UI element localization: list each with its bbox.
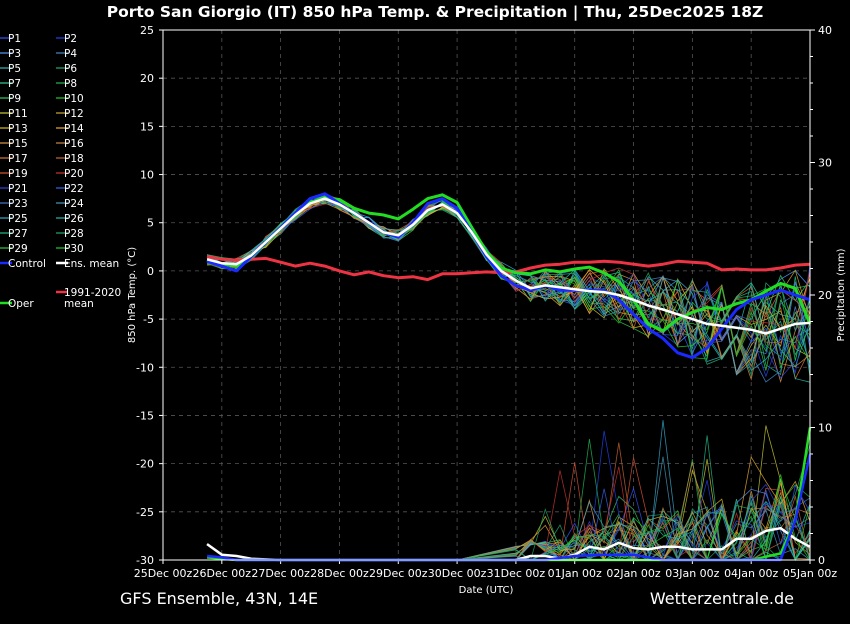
- y-tick-label: -30: [136, 554, 154, 567]
- y-axis-precipitation: 40 30 20 10 0: [810, 24, 832, 567]
- x-axis-label: Date (UTC): [459, 585, 514, 596]
- legend-label: P27: [8, 228, 28, 240]
- temperature-line: [206, 255, 811, 282]
- ensemble-member-lines: [206, 192, 811, 562]
- legend-label: P4: [64, 48, 77, 60]
- legend-label: P28: [64, 228, 84, 240]
- x-tick-label: 03Jan 00z: [665, 567, 719, 580]
- legend-label: P22: [64, 183, 84, 195]
- x-tick-label: 04Jan 00z: [724, 567, 778, 580]
- legend-label: Ens. mean: [64, 258, 119, 270]
- legend-label: P8: [64, 78, 77, 90]
- y-tick-label: -10: [136, 361, 154, 374]
- legend-label: P24: [64, 198, 84, 210]
- legend-label: P6: [64, 63, 77, 75]
- x-tick-label: 30Dec 00z: [428, 567, 487, 580]
- legend-label: mean: [64, 298, 94, 310]
- legend-label: P13: [8, 123, 28, 135]
- legend-label: P18: [64, 153, 84, 165]
- legend: P1 P3 P5 P7 P9 P11 P13 P15 P17 P19 P21 P23 P25 P27 P29…: [0, 33, 121, 310]
- y-tick-label: 20: [140, 72, 154, 85]
- y-tick-label: 15: [140, 120, 154, 133]
- source-credit: Wetterzentrale.de: [649, 589, 794, 608]
- x-tick-label: 02Jan 00z: [606, 567, 660, 580]
- x-tick-label: 26Dec 00z: [193, 567, 252, 580]
- member-line: [207, 198, 811, 372]
- y-tick-label: -15: [136, 409, 154, 422]
- member-line: [206, 195, 811, 371]
- legend-label: P15: [8, 138, 28, 150]
- y-tick-label: -20: [136, 458, 154, 471]
- member-line: [206, 192, 811, 375]
- x-axis: 25Dec 00z 26Dec 00z 27Dec 00z 28Dec 00z 29De…: [134, 560, 837, 580]
- y-axis-label: 850 hPa Temp. (°C): [127, 247, 138, 343]
- chart-title: Porto San Giorgio (IT) 850 hPa Temp. & P…: [107, 3, 763, 22]
- x-tick-label: 29Dec 00z: [369, 567, 428, 580]
- y2-tick-label: 40: [818, 24, 832, 37]
- legend-label: P11: [8, 108, 28, 120]
- legend-label: P20: [64, 168, 84, 180]
- y-axis-temperature: 25 20 15 10 5 0 -5 -10 -15 -20 -25 -30: [136, 24, 163, 567]
- y2-tick-label: 20: [818, 289, 832, 302]
- legend-label: P7: [8, 78, 21, 90]
- member-precip-line: [206, 435, 811, 562]
- legend-label: P21: [8, 183, 28, 195]
- member-line: [207, 203, 811, 365]
- legend-label: 1991-2020: [64, 287, 121, 299]
- x-tick-label: 01Jan 00z: [548, 567, 602, 580]
- model-info: GFS Ensemble, 43N, 14E: [120, 589, 319, 608]
- legend-label: P29: [8, 243, 28, 255]
- legend-label: P12: [64, 108, 84, 120]
- x-tick-label: 27Dec 00z: [251, 567, 310, 580]
- x-tick-label: 31Dec 00z: [487, 567, 546, 580]
- legend-label: P30: [64, 243, 84, 255]
- highlighted-series: [206, 192, 812, 562]
- y2-tick-label: 30: [818, 157, 832, 170]
- legend-label: P2: [64, 33, 77, 45]
- legend-label: P25: [8, 213, 28, 225]
- legend-label: P26: [64, 213, 84, 225]
- y-tick-label: 25: [140, 24, 154, 37]
- legend-label: P3: [8, 48, 21, 60]
- legend-label: P9: [8, 93, 21, 105]
- temperature-line: [206, 197, 811, 335]
- member-line: [207, 198, 811, 375]
- y-tick-label: -25: [136, 506, 154, 519]
- legend-label: P17: [8, 153, 28, 165]
- y-tick-label: -5: [143, 313, 154, 326]
- legend-label: P10: [64, 93, 84, 105]
- legend-label: Oper: [8, 298, 34, 310]
- member-line: [206, 200, 811, 368]
- y2-tick-label: 10: [818, 422, 832, 435]
- legend-label: P5: [8, 63, 21, 75]
- legend-label: P1: [8, 33, 21, 45]
- x-tick-label: 25Dec 00z: [134, 567, 193, 580]
- y2-axis-label: Precipitation (mm): [836, 248, 847, 341]
- member-line: [206, 197, 811, 381]
- y-tick-label: 10: [140, 169, 154, 182]
- legend-label: P14: [64, 123, 84, 135]
- y2-tick-label: 0: [818, 554, 825, 567]
- legend-label: Control: [8, 258, 46, 270]
- grid: [162, 29, 811, 561]
- member-line: [207, 194, 811, 374]
- y-tick-label: 5: [147, 217, 154, 230]
- temperature-line: [206, 192, 811, 360]
- x-tick-label: 28Dec 00z: [310, 567, 369, 580]
- legend-label: P23: [8, 198, 28, 210]
- y-tick-label: 0: [147, 265, 154, 278]
- legend-label: P16: [64, 138, 84, 150]
- x-tick-label: 05Jan 00z: [783, 567, 837, 580]
- plot-frame: [162, 29, 811, 561]
- legend-label: P19: [8, 168, 28, 180]
